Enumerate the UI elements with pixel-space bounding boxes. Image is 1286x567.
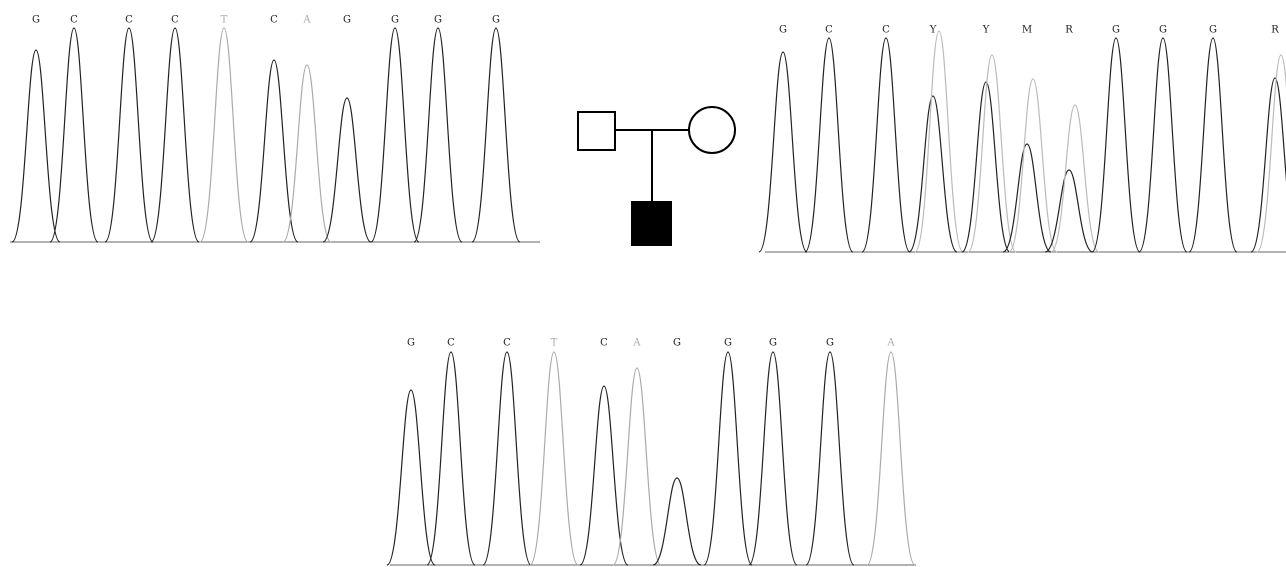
trace-peak <box>414 28 462 242</box>
trace-peak <box>1092 38 1140 252</box>
trace-peak <box>1189 38 1237 252</box>
base-call: R <box>1065 25 1073 36</box>
base-call: G <box>724 338 732 349</box>
trace-peak <box>862 38 910 252</box>
trace-peak <box>704 352 752 565</box>
trace-peak <box>1257 55 1286 252</box>
trace-peak <box>1251 78 1286 252</box>
trace-peak <box>427 352 475 565</box>
base-call: C <box>270 15 278 26</box>
base-call: A <box>886 338 895 349</box>
trace-peak <box>759 52 807 252</box>
mother <box>689 107 735 153</box>
trace-peak <box>806 352 854 565</box>
affected-son <box>632 202 671 245</box>
base-call: C <box>503 338 511 349</box>
base-call: G <box>1209 25 1217 36</box>
base-call: Y <box>982 25 990 36</box>
base-call: G <box>391 15 399 26</box>
base-call: G <box>343 15 351 26</box>
trace-peak <box>653 478 701 565</box>
trace-peak <box>371 28 419 242</box>
base-call: C <box>882 25 890 36</box>
base-call: C <box>125 15 133 26</box>
base-call: G <box>434 15 442 26</box>
trace-peak <box>387 390 435 565</box>
base-call: R <box>1271 25 1279 36</box>
trace-peak <box>105 28 153 242</box>
base-call: Y <box>929 25 937 36</box>
trace-peak <box>530 352 578 565</box>
base-call: G <box>673 338 681 349</box>
trace-peak <box>867 352 915 565</box>
base-call: C <box>825 25 833 36</box>
trace-peak <box>472 28 520 242</box>
trace-peak <box>1139 38 1187 252</box>
base-call: G <box>1159 25 1167 36</box>
base-call: C <box>600 338 608 349</box>
trace-peak <box>323 98 371 242</box>
base-call: C <box>70 15 78 26</box>
trace-peak <box>151 28 199 242</box>
trace-peak <box>909 96 957 252</box>
base-call: G <box>769 338 777 349</box>
base-call: A <box>632 338 641 349</box>
base-call: G <box>407 338 415 349</box>
trace-peak <box>483 352 531 565</box>
trace-peak <box>1051 105 1099 252</box>
trace-peak <box>968 55 1016 252</box>
base-call: A <box>302 15 311 26</box>
base-call: C <box>447 338 455 349</box>
base-call: G <box>1112 25 1120 36</box>
trace-peak <box>12 50 60 242</box>
base-call: M <box>1022 25 1032 36</box>
trace-peak <box>805 38 853 252</box>
base-call: C <box>171 15 179 26</box>
base-call: G <box>32 15 40 26</box>
trace-peak <box>749 352 797 565</box>
base-call: T <box>221 15 228 26</box>
base-call: G <box>779 25 787 36</box>
trace-peak <box>915 31 963 252</box>
pedigree <box>578 107 735 245</box>
base-call: G <box>492 15 500 26</box>
base-call: T <box>551 338 558 349</box>
base-call: G <box>826 338 834 349</box>
trace-peak <box>50 28 98 242</box>
father <box>578 112 615 150</box>
trace-peak <box>200 28 248 242</box>
figure: G C C C T C A G G G G G C C Y Y M R G G G R G C C T C A G G G G A <box>0 0 1286 567</box>
